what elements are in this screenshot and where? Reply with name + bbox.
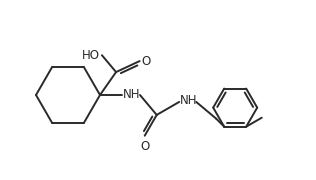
Text: HO: HO: [82, 49, 100, 62]
Text: O: O: [140, 140, 149, 153]
Text: NH: NH: [123, 87, 141, 100]
Text: NH: NH: [180, 94, 198, 107]
Text: O: O: [142, 55, 151, 68]
